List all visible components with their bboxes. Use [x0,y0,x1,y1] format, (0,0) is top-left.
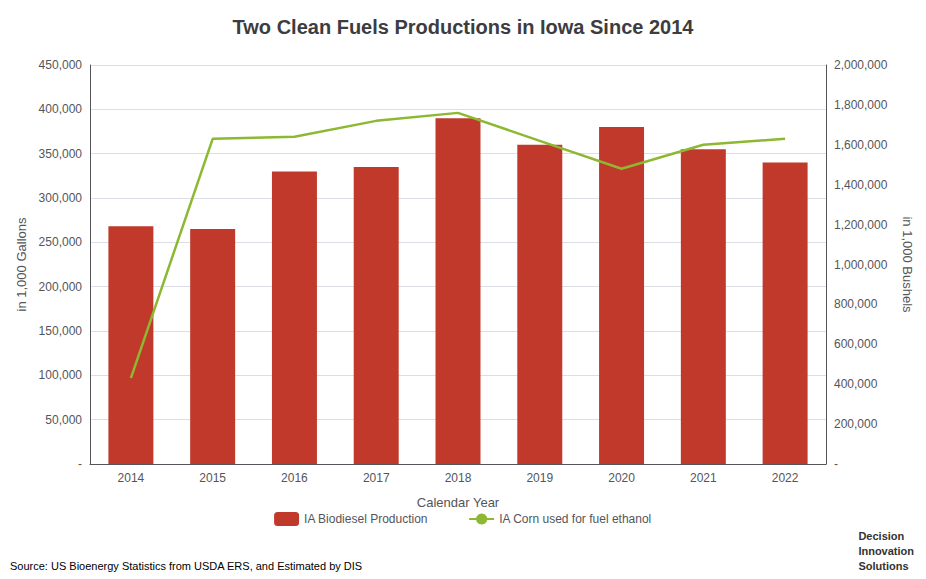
svg-text:2021: 2021 [690,471,717,485]
svg-text:Source: US Bioenergy Statistic: Source: US Bioenergy Statistics from USD… [10,560,362,572]
svg-text:2016: 2016 [281,471,308,485]
svg-text:2018: 2018 [445,471,472,485]
svg-text:IA Biodiesel Production: IA Biodiesel Production [304,512,427,526]
svg-text:in 1,000 Gallons: in 1,000 Gallons [14,217,29,311]
svg-text:2014: 2014 [118,471,145,485]
svg-text:2017: 2017 [363,471,390,485]
svg-text:Calendar Year: Calendar Year [417,495,500,510]
svg-text:-: - [834,457,838,471]
svg-text:800,000: 800,000 [834,297,878,311]
svg-text:300,000: 300,000 [39,191,83,205]
svg-text:350,000: 350,000 [39,147,83,161]
svg-text:1,400,000: 1,400,000 [834,178,888,192]
svg-text:600,000: 600,000 [834,337,878,351]
svg-text:Solutions: Solutions [858,560,908,572]
svg-text:IA Corn used for fuel ethanol: IA Corn used for fuel ethanol [499,512,651,526]
svg-text:2019: 2019 [526,471,553,485]
svg-text:400,000: 400,000 [834,377,878,391]
svg-text:Innovation: Innovation [858,545,914,557]
svg-text:1,800,000: 1,800,000 [834,98,888,112]
svg-text:Decision: Decision [858,530,904,542]
svg-text:50,000: 50,000 [45,413,82,427]
svg-text:in 1,000 Bushels: in 1,000 Bushels [900,216,915,313]
svg-text:1,600,000: 1,600,000 [834,138,888,152]
svg-text:Two Clean Fuels Productions in: Two Clean Fuels Productions in Iowa Sinc… [233,16,695,38]
svg-text:2,000,000: 2,000,000 [834,58,888,72]
svg-text:-: - [78,457,82,471]
svg-text:100,000: 100,000 [39,368,83,382]
svg-text:2022: 2022 [772,471,799,485]
svg-text:1,000,000: 1,000,000 [834,258,888,272]
svg-text:2015: 2015 [199,471,226,485]
svg-text:150,000: 150,000 [39,324,83,338]
svg-text:450,000: 450,000 [39,58,83,72]
svg-text:200,000: 200,000 [39,280,83,294]
svg-text:250,000: 250,000 [39,235,83,249]
svg-text:200,000: 200,000 [834,417,878,431]
svg-text:2020: 2020 [608,471,635,485]
svg-text:400,000: 400,000 [39,102,83,116]
svg-text:1,200,000: 1,200,000 [834,218,888,232]
